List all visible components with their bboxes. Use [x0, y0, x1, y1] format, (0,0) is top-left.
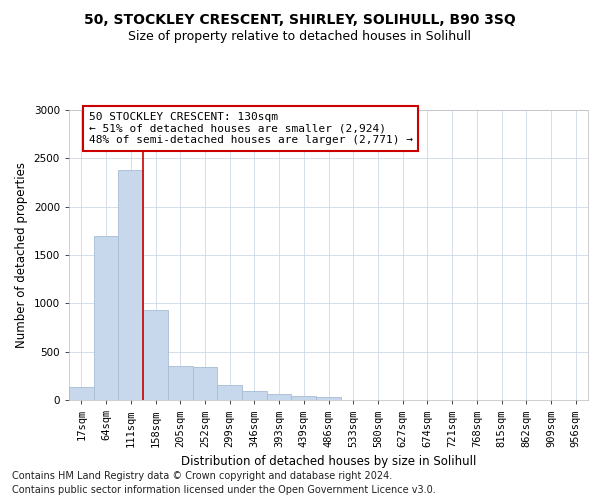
Bar: [168, 366, 193, 400]
Bar: [242, 392, 267, 400]
Text: 50 STOCKLEY CRESCENT: 130sqm
← 51% of detached houses are smaller (2,924)
48% of: 50 STOCKLEY CRESCENT: 130sqm ← 51% of de…: [89, 112, 413, 145]
Bar: [267, 394, 292, 400]
Bar: [118, 170, 143, 400]
Bar: [217, 384, 242, 400]
Bar: [316, 397, 341, 400]
Bar: [69, 388, 94, 400]
X-axis label: Distribution of detached houses by size in Solihull: Distribution of detached houses by size …: [181, 455, 476, 468]
Y-axis label: Number of detached properties: Number of detached properties: [15, 162, 28, 348]
Text: Contains HM Land Registry data © Crown copyright and database right 2024.: Contains HM Land Registry data © Crown c…: [12, 471, 392, 481]
Text: 50, STOCKLEY CRESCENT, SHIRLEY, SOLIHULL, B90 3SQ: 50, STOCKLEY CRESCENT, SHIRLEY, SOLIHULL…: [84, 12, 516, 26]
Bar: [193, 367, 217, 400]
Bar: [94, 236, 118, 400]
Text: Size of property relative to detached houses in Solihull: Size of property relative to detached ho…: [128, 30, 472, 43]
Bar: [292, 396, 316, 400]
Text: Contains public sector information licensed under the Open Government Licence v3: Contains public sector information licen…: [12, 485, 436, 495]
Bar: [143, 310, 168, 400]
